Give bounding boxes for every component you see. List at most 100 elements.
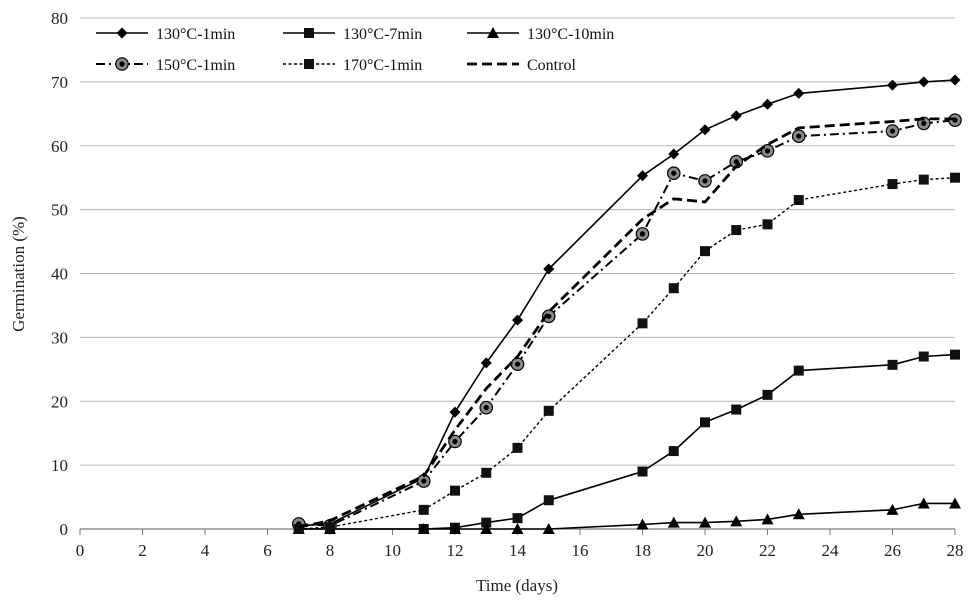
point-square: [700, 246, 710, 257]
point-square: [668, 446, 679, 457]
point-circle-core: [119, 61, 125, 67]
x-axis-label: Time (days): [476, 576, 558, 595]
point-triangle: [917, 497, 930, 509]
point-diamond: [762, 98, 773, 110]
y-tick-label: 70: [51, 73, 68, 92]
x-tick-label: 26: [884, 541, 901, 560]
point-triangle: [511, 523, 524, 534]
point-diamond: [637, 170, 648, 182]
series-150-c-1min: [291, 113, 962, 533]
point-diamond: [116, 27, 128, 39]
point-circle-core: [702, 178, 708, 184]
point-triangle: [487, 27, 499, 38]
legend-label: 130°C-10min: [527, 26, 614, 43]
point-square: [918, 351, 929, 362]
y-tick-labels: 0 10 20 30 40 50 60 70 80: [51, 9, 68, 539]
series-130-c-7min: [293, 349, 960, 534]
point-circle-core: [639, 231, 646, 237]
y-tick-label: 80: [51, 9, 68, 28]
point-square: [637, 318, 648, 329]
y-tick-label: 30: [51, 328, 68, 347]
series-130-c-1min: [293, 74, 961, 532]
point-circle-core: [483, 405, 489, 411]
series-line: [298, 119, 956, 527]
point-square: [481, 467, 492, 478]
series-line: [298, 177, 956, 530]
x-tick-label: 6: [263, 541, 272, 560]
series-line: [298, 117, 955, 529]
legend-label: 150°C-1min: [156, 57, 235, 74]
point-square: [481, 517, 492, 528]
point-triangle: [542, 523, 555, 534]
point-diamond: [949, 74, 961, 86]
y-axis-label: Germination (%): [9, 216, 28, 332]
y-tick-label: 40: [51, 265, 68, 284]
point-circle-core: [452, 438, 458, 445]
point-triangle: [699, 516, 711, 528]
x-tick-label: 16: [572, 541, 589, 560]
point-square: [325, 522, 335, 533]
point-square: [543, 495, 554, 506]
point-diamond: [543, 263, 555, 275]
point-square: [731, 225, 742, 236]
legend-item: 130°C-1min: [96, 26, 235, 43]
point-square: [887, 179, 898, 190]
grid-lines: [80, 17, 955, 466]
point-circle-core: [764, 148, 771, 154]
point-triangle: [761, 513, 774, 525]
series-line: [298, 353, 956, 530]
point-triangle: [667, 516, 680, 528]
legend-item: 150°C-1min: [96, 57, 235, 74]
x-tick-label: 24: [822, 541, 840, 560]
point-circle-core: [921, 120, 927, 126]
point-square: [950, 349, 960, 360]
legend-item: Control: [467, 57, 576, 74]
point-square: [762, 389, 773, 400]
point-circle-core: [889, 128, 896, 134]
point-square: [450, 485, 460, 496]
y-tick-label: 0: [60, 520, 69, 539]
point-square: [637, 466, 648, 477]
point-circle-core: [733, 159, 739, 165]
x-tick-label: 20: [697, 541, 714, 560]
point-square: [543, 405, 554, 416]
x-tick-label: 14: [509, 541, 527, 560]
y-tick-label: 50: [51, 201, 68, 220]
point-triangle: [417, 523, 430, 534]
series-control: [298, 117, 955, 529]
point-diamond: [793, 87, 805, 99]
point-square: [512, 442, 523, 453]
x-tick-label: 0: [76, 541, 85, 560]
series-line: [298, 502, 955, 530]
legend-label: 130°C-1min: [156, 26, 235, 43]
point-triangle: [449, 523, 461, 534]
x-tick-label: 22: [759, 541, 776, 560]
point-diamond: [730, 110, 742, 122]
y-tick-label: 10: [51, 456, 68, 475]
point-triangle: [730, 515, 743, 527]
point-circle-core: [514, 361, 521, 367]
point-square: [950, 172, 960, 183]
legend-item: 130°C-7min: [283, 26, 422, 43]
point-triangle: [949, 497, 961, 509]
point-square: [887, 359, 898, 370]
point-circle-core: [671, 170, 677, 176]
point-square: [304, 59, 314, 69]
point-square: [418, 504, 429, 515]
legend-label: 170°C-1min: [343, 57, 422, 74]
point-circle-core: [796, 133, 802, 139]
point-square: [793, 365, 804, 376]
point-diamond: [918, 76, 930, 88]
x-tick-label: 2: [138, 541, 147, 560]
series-group: [291, 74, 962, 534]
point-diamond: [449, 406, 461, 418]
point-diamond: [668, 148, 680, 160]
y-tick-label: 20: [51, 392, 68, 411]
point-triangle: [480, 523, 493, 534]
point-diamond: [699, 124, 711, 136]
x-tick-labels: 0 2 4 6 8 10 12 14 16 18 20 22 24 26 28: [76, 541, 964, 560]
point-circle-core: [421, 478, 427, 484]
legend-label: 130°C-7min: [343, 26, 422, 43]
legend-label: Control: [527, 57, 576, 74]
